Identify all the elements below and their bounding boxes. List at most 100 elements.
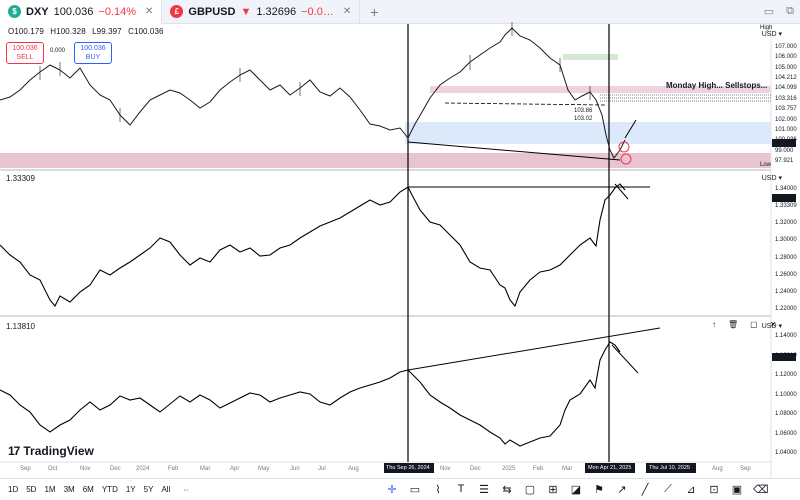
close-value: C100.036 — [128, 27, 164, 36]
timeframe-6m[interactable]: 6M — [82, 485, 94, 494]
timeframe-5d[interactable]: 5D — [26, 485, 37, 494]
price-tick-label: 1.26000 — [775, 271, 797, 278]
eraser-icon[interactable]: ⌫ — [753, 484, 769, 496]
close-icon[interactable]: ✕ — [145, 6, 154, 17]
price-tick-label: 1.32000 — [775, 220, 797, 227]
layout-icon[interactable]: ⊡ — [709, 484, 719, 496]
price-tick-label: 97.921 — [775, 158, 794, 164]
high-value: H100.328 — [50, 27, 86, 36]
timeframe-3m[interactable]: 3M — [63, 485, 75, 494]
price-tick-label: 106.000 — [775, 54, 797, 61]
annotation-sellstops[interactable]: Monday High... Sellstops... — [666, 81, 768, 90]
timeframe-1d[interactable]: 1D — [8, 485, 19, 494]
layout-icon[interactable]: ▭ — [763, 6, 775, 18]
timeframe-all[interactable]: All — [161, 485, 171, 494]
dxy-price-line — [0, 27, 626, 159]
currency-dropdown[interactable]: USD — [762, 322, 782, 330]
alert-icon[interactable] — [618, 141, 630, 153]
mid-label: 103.86 — [574, 108, 593, 114]
tab-dxy[interactable]: $ DXY 100.036 −0.14% ✕ — [0, 0, 163, 24]
crosshair-icon[interactable]: ✛ — [387, 484, 397, 496]
time-tick-label: Nov — [80, 466, 91, 472]
tab-gbpusd[interactable]: £ GBPUSD ▼ 1.32696 −0.0… ✕ — [162, 0, 361, 24]
fvg-zone — [405, 122, 771, 144]
fib-icon[interactable]: ⊞ — [548, 484, 558, 496]
alert-icon[interactable] — [620, 153, 632, 165]
time-tick-label: Jul — [318, 466, 326, 472]
trendline-bottom[interactable] — [407, 327, 661, 371]
arrow-line[interactable] — [614, 183, 629, 200]
time-tick-label: 2024 — [136, 466, 150, 472]
maximize-icon[interactable]: ▢ — [750, 320, 758, 329]
price-tick-label: 1.24000 — [775, 288, 797, 295]
price-tick-label: 1.12000 — [775, 372, 797, 378]
currency-dropdown[interactable]: USD — [762, 30, 782, 38]
symbol-tab-bar: $ DXY 100.036 −0.14% ✕ £ GBPUSD ▼ 1.3269… — [0, 0, 800, 24]
add-tab-icon[interactable]: + — [370, 3, 379, 20]
shape-icon[interactable]: ⊿ — [686, 484, 696, 496]
low-value: L99.397 — [92, 27, 122, 36]
time-tick-label: Sep — [740, 466, 751, 472]
price-tick-label: 103.316 — [775, 95, 797, 102]
ray-icon[interactable]: ⟋ — [664, 483, 672, 495]
arrow-line[interactable] — [624, 119, 637, 139]
low-label: Low — [760, 162, 772, 168]
bottom-price-line — [0, 341, 621, 447]
brush-icon[interactable]: ⌇ — [435, 484, 441, 496]
time-tick-label: May — [258, 466, 270, 472]
open-value: O100.179 — [8, 27, 44, 36]
timeframe-5y[interactable]: 5Y — [143, 485, 154, 494]
time-tick-label: Mar — [200, 466, 211, 472]
tab-symbol: GBPUSD — [188, 5, 236, 18]
rectangle-icon[interactable]: ▢ — [524, 484, 536, 496]
price-tick-label: 104.099 — [775, 85, 797, 92]
date-range-icon[interactable]: ⇔ — [182, 485, 191, 494]
price-tick-label: 1.08000 — [775, 411, 797, 417]
price-tick-label: 99.000 — [775, 147, 794, 154]
price-tick-label: 103.757 — [775, 106, 797, 113]
close-icon[interactable]: ✕ — [769, 320, 777, 329]
currency-dropdown[interactable]: USD — [762, 174, 782, 182]
sell-button[interactable]: 100.036 SELL — [6, 42, 44, 64]
time-tick-label: Feb — [168, 466, 179, 472]
arrow-line[interactable] — [611, 344, 639, 374]
time-marker-box — [384, 463, 434, 473]
down-arrow-icon: ▼ — [240, 5, 252, 18]
timeframe-ytd[interactable]: YTD — [101, 485, 118, 494]
time-marker-label: Thu Sep 26, 2024 — [386, 465, 430, 471]
demand-zone — [0, 153, 771, 168]
time-marker-box — [585, 463, 635, 473]
gbpusd-price-line — [0, 183, 626, 308]
tab-symbol: DXY — [26, 5, 49, 18]
timeframe-1y[interactable]: 1Y — [125, 485, 136, 494]
window-icon[interactable]: ⧉ — [786, 5, 794, 17]
trendline-top[interactable] — [407, 141, 621, 161]
arrow-icon[interactable]: ↗ — [617, 484, 627, 496]
flag-icon: £ — [170, 5, 184, 18]
tab-price: 100.036 — [53, 5, 94, 18]
arrow-up-icon[interactable]: ↑ — [712, 320, 716, 329]
bottom-toolbar: 1D 5D 1M 3M 6M YTD 1Y 5Y All ⇔ — [0, 478, 800, 500]
trash-icon[interactable]: 🗑 — [728, 320, 739, 329]
callout-icon[interactable]: ◪ — [570, 484, 582, 496]
flag-icon[interactable]: ⚑ — [594, 484, 604, 496]
dashed-level[interactable] — [444, 102, 606, 106]
measure-icon[interactable]: ⇆ — [502, 484, 512, 496]
image-icon[interactable]: ▣ — [731, 484, 743, 496]
price-marker-top — [772, 139, 796, 147]
text-icon[interactable]: T — [457, 483, 465, 495]
comment-icon[interactable]: ▭ — [409, 484, 421, 496]
buy-button[interactable]: 100.036 BUY — [74, 42, 112, 64]
close-icon[interactable]: ✕ — [342, 6, 352, 17]
timeframe-1m[interactable]: 1M — [44, 485, 56, 494]
trendline-icon[interactable]: ╱ — [641, 484, 649, 496]
sell-label: SELL — [16, 54, 34, 61]
price-tick-label: 1.33309 — [775, 203, 797, 210]
pattern-icon[interactable]: ☰ — [479, 484, 489, 496]
price-tick-label: 100.036 — [775, 137, 797, 144]
time-tick-label: Oct — [48, 466, 58, 472]
spread-value: 0.000 — [50, 48, 66, 54]
time-tick-label: Mar — [562, 466, 573, 472]
